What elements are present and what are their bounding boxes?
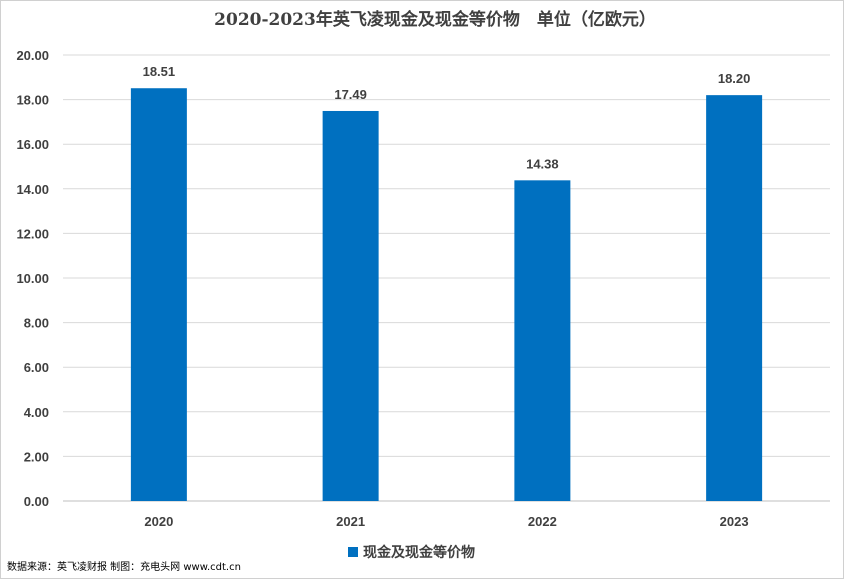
- y-tick-label: 8.00: [24, 316, 49, 331]
- y-tick-label: 2.00: [24, 449, 49, 464]
- y-tick-label: 0.00: [24, 494, 49, 509]
- data-label-2023: 18.20: [718, 71, 751, 86]
- bar-2023: [706, 95, 763, 501]
- bar-2022: [514, 180, 571, 502]
- bars: [130, 88, 763, 502]
- x-axis-ticks: 2020 2021 2022 2023: [144, 514, 748, 529]
- data-label-2020: 18.51: [143, 64, 176, 79]
- y-tick-label: 12.00: [16, 226, 49, 241]
- y-tick-label: 10.00: [16, 271, 49, 286]
- y-tick-label: 16.00: [16, 137, 49, 152]
- y-tick-label: 4.00: [24, 405, 49, 420]
- data-label-2022: 14.38: [526, 156, 559, 171]
- data-label-2021: 17.49: [334, 87, 367, 102]
- legend-swatch: [348, 547, 358, 557]
- x-tick-label-2022: 2022: [528, 514, 557, 529]
- y-tick-label: 20.00: [16, 48, 49, 63]
- source-note: 数据来源：英飞凌财报 制图：充电头网 www.cdt.cn: [7, 560, 241, 573]
- chart-title: 2020-2023年英飞凌现金及现金等价物 单位（亿欧元）: [214, 9, 656, 30]
- x-tick-label-2023: 2023: [720, 514, 749, 529]
- data-labels: 18.51 17.49 14.38 18.20: [143, 64, 751, 171]
- y-axis-ticks: 0.00 2.00 4.00 6.00 8.00 10.00 12.00 14.00 16.00…: [16, 48, 49, 509]
- y-tick-label: 14.00: [16, 182, 49, 197]
- gridlines: [63, 54, 830, 502]
- y-tick-label: 18.00: [16, 93, 49, 108]
- bar-2021: [322, 110, 379, 502]
- legend-label: 现金及现金等价物: [363, 544, 475, 561]
- x-tick-label-2020: 2020: [144, 514, 173, 529]
- y-tick-label: 6.00: [24, 360, 49, 375]
- bar-2020: [130, 88, 187, 502]
- x-tick-label-2021: 2021: [336, 514, 365, 529]
- legend: 现金及现金等价物: [348, 544, 475, 561]
